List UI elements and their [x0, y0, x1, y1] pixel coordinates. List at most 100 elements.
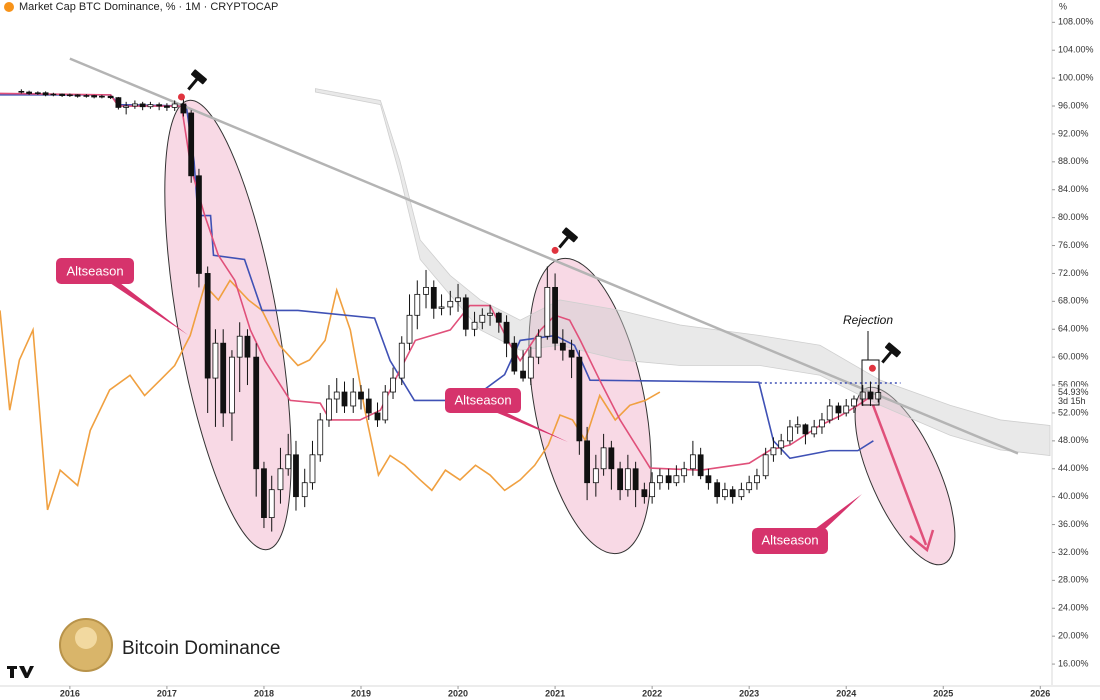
candle-body — [83, 95, 90, 97]
candle-body — [520, 370, 526, 379]
candle-body — [471, 321, 478, 330]
candle-body — [42, 92, 49, 96]
candle-body — [26, 91, 33, 94]
time-axis-bg — [0, 686, 1100, 700]
candle-body — [600, 447, 607, 470]
y-tick-label: 84.00% — [1058, 184, 1089, 194]
candle-body — [34, 92, 41, 94]
candle-body — [624, 468, 631, 491]
y-tick-label: 20.00% — [1058, 631, 1089, 641]
candle-body — [180, 103, 187, 114]
y-tick-label: 28.00% — [1058, 575, 1089, 585]
candle-body — [430, 286, 437, 309]
candle-body — [778, 440, 785, 449]
candle-body — [414, 293, 421, 316]
symbol-icon — [4, 2, 14, 12]
candle-body — [511, 342, 518, 372]
candle-body — [139, 103, 146, 108]
candle-body — [123, 105, 130, 108]
brand-logo — [7, 666, 34, 678]
annotation-layer: Altseason Altseason Altseason Rejection … — [4, 1, 935, 678]
hammer-icon — [187, 69, 207, 91]
candle-body — [819, 419, 825, 428]
candle-body — [729, 489, 736, 498]
candle-body — [552, 286, 558, 344]
candle-body — [568, 349, 575, 358]
candle-body — [859, 391, 866, 400]
candle-body — [350, 391, 357, 407]
candle-body — [268, 489, 275, 518]
callout-box — [445, 388, 521, 413]
callout-pointer — [495, 412, 568, 442]
candle-body — [826, 405, 833, 421]
candle-body — [762, 454, 769, 477]
candle-body — [293, 454, 299, 498]
candle-body — [503, 321, 510, 344]
hammer-icon — [881, 342, 901, 364]
last-price-box — [1053, 386, 1099, 407]
candle-body — [398, 342, 405, 379]
x-tick-label: 2019 — [351, 688, 371, 698]
candle-body — [220, 342, 227, 414]
candle-body — [66, 94, 73, 97]
y-tick-label: 88.00% — [1058, 156, 1089, 166]
candle-body — [867, 391, 874, 400]
candle-body — [171, 103, 178, 108]
candle-body — [527, 356, 534, 379]
y-tick-label: 40.00% — [1058, 491, 1089, 501]
candle-body — [301, 482, 308, 498]
forecast-arrow-head — [909, 529, 935, 553]
candle-body — [91, 95, 98, 98]
y-tick-label: 36.00% — [1058, 519, 1089, 529]
price-axis-bg — [1052, 0, 1100, 685]
candle-body — [317, 419, 324, 456]
x-tick-label: 2017 — [157, 688, 177, 698]
candle-body — [229, 356, 235, 414]
time-axis: 2016 2017 2018 2019 2020 2021 2022 2023 2024 2025… — [0, 685, 1100, 700]
signal-dot — [551, 246, 559, 254]
countdown-label: 3d 15h — [1058, 396, 1086, 406]
y-tick-label: 104.00% — [1058, 45, 1094, 55]
y-tick-label: 48.00% — [1058, 435, 1089, 445]
candle-body — [665, 475, 672, 484]
callout-box — [752, 528, 828, 554]
x-tick-label: 2016 — [60, 688, 80, 698]
candle-body — [875, 392, 882, 400]
candle-body — [285, 454, 292, 470]
candle-body — [115, 97, 122, 108]
y-tick-label: 44.00% — [1058, 463, 1089, 473]
header-title: Market Cap BTC Dominance, % · 1M · CRYPT… — [19, 1, 278, 13]
rejection-label: Rejection — [843, 313, 893, 327]
y-tick-label: 68.00% — [1058, 296, 1089, 306]
callout-pointer — [815, 494, 862, 529]
candle-body — [164, 105, 170, 108]
candle-body — [689, 454, 696, 470]
y-tick-label: 16.00% — [1058, 658, 1089, 668]
candle-body — [632, 468, 639, 491]
signal-dot — [177, 93, 185, 101]
x-tick-label: 2025 — [933, 688, 953, 698]
candle-body — [714, 482, 721, 498]
candle-body — [641, 489, 648, 498]
candle-body — [341, 391, 348, 407]
candle-body — [722, 489, 728, 498]
avatar-face — [75, 627, 97, 649]
candle-body — [326, 398, 332, 421]
candle-body — [147, 104, 154, 108]
candle-body — [50, 93, 57, 96]
forecast-arrow — [871, 404, 928, 546]
candle-body — [74, 94, 81, 97]
y-tick-label: 100.00% — [1058, 73, 1094, 83]
x-tick-label: 2021 — [545, 688, 565, 698]
candle-body — [738, 489, 745, 498]
candle-body — [423, 286, 429, 295]
last-price-label: 54.93% — [1058, 387, 1089, 397]
candle-body — [754, 475, 760, 484]
y-tick-label: 92.00% — [1058, 128, 1089, 138]
candle-body — [382, 391, 389, 421]
candle-body — [374, 412, 381, 421]
y-tick-label: 80.00% — [1058, 212, 1089, 222]
candle-body — [535, 335, 542, 358]
candle-body — [681, 468, 688, 477]
candle-body — [309, 454, 316, 484]
